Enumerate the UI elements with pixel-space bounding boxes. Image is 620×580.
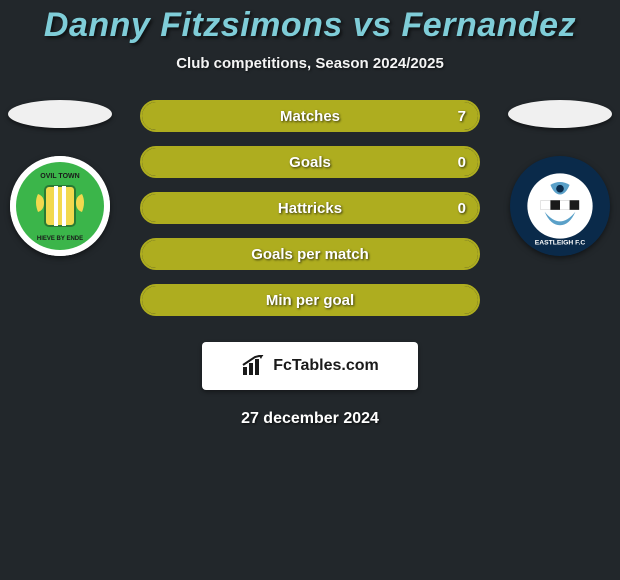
- stat-bar-hattricks: Hattricks 0: [140, 192, 480, 224]
- bar-label: Matches: [142, 102, 478, 130]
- stat-bar-matches: Matches 7: [140, 100, 480, 132]
- bar-label: Hattricks: [142, 194, 478, 222]
- fctables-logo[interactable]: FcTables.com: [202, 342, 418, 390]
- stat-bar-goals: Goals 0: [140, 146, 480, 178]
- stat-bars: Matches 7 Goals 0 Hattricks 0 Goals per …: [140, 100, 480, 316]
- stat-bar-min-per-goal: Min per goal: [140, 284, 480, 316]
- right-player-column: EASTLEIGH F.C: [500, 100, 620, 256]
- bar-label: Min per goal: [142, 286, 478, 314]
- comparison-content: OVIL TOWN HIEVE BY ENDE EASTLEI: [0, 100, 620, 428]
- page-title: Danny Fitzsimons vs Fernandez: [0, 0, 620, 45]
- bar-value-right: 0: [458, 194, 466, 222]
- subtitle: Club competitions, Season 2024/2025: [0, 55, 620, 72]
- eastleigh-badge-icon: EASTLEIGH F.C: [512, 158, 608, 254]
- bar-label: Goals: [142, 148, 478, 176]
- left-club-badge: OVIL TOWN HIEVE BY ENDE: [10, 156, 110, 256]
- right-country-flag: [508, 100, 612, 128]
- date-text: 27 december 2024: [0, 410, 620, 428]
- left-country-flag: [8, 100, 112, 128]
- stat-bar-goals-per-match: Goals per match: [140, 238, 480, 270]
- bar-value-right: 7: [458, 102, 466, 130]
- chart-icon: [241, 355, 267, 377]
- svg-text:OVIL TOWN: OVIL TOWN: [40, 173, 79, 180]
- bar-value-right: 0: [458, 148, 466, 176]
- svg-text:EASTLEIGH F.C: EASTLEIGH F.C: [535, 239, 586, 246]
- bar-label: Goals per match: [142, 240, 478, 268]
- right-club-badge: EASTLEIGH F.C: [510, 156, 610, 256]
- logo-text: FcTables.com: [273, 357, 379, 375]
- left-player-column: OVIL TOWN HIEVE BY ENDE: [0, 100, 120, 256]
- svg-text:HIEVE BY ENDE: HIEVE BY ENDE: [37, 236, 83, 242]
- yeovil-badge-icon: OVIL TOWN HIEVE BY ENDE: [10, 156, 110, 256]
